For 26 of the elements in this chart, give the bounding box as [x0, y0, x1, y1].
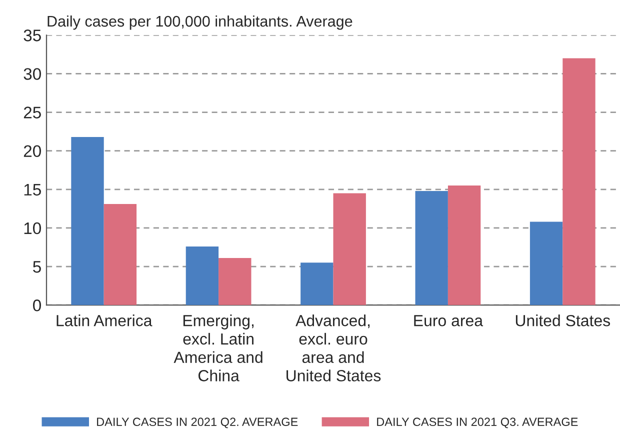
legend-label: DAILY CASES IN 2021 Q2. AVERAGE: [97, 418, 298, 428]
legend-label: DAILY CASES IN 2021 Q3. AVERAGE: [377, 418, 578, 428]
x-tick-label: Latin America: [56, 314, 152, 326]
bar: [300, 262, 334, 306]
y-tick-label: 15: [24, 184, 41, 196]
y-tick-label: 10: [24, 222, 41, 234]
bar: [562, 58, 596, 306]
bar: [333, 193, 366, 306]
x-tick-label: Advanced, excl. euro area and United States: [286, 314, 381, 382]
bar: [218, 258, 252, 306]
bar: [71, 136, 104, 306]
x-tick-label: Emerging, excl. Latin America and China: [174, 314, 262, 382]
y-tick-label: 0: [33, 300, 41, 312]
x-tick-label: United States: [516, 314, 610, 326]
y-tick-label: 35: [24, 30, 41, 42]
bar: [415, 190, 448, 306]
y-tick-label: 30: [24, 68, 41, 80]
y-axis-title: Daily cases per 100,000 inhabitants. Average: [48, 15, 352, 30]
x-tick-label: Euro area: [414, 315, 484, 326]
y-tick-label: 5: [33, 261, 41, 273]
bar: [104, 204, 137, 306]
y-tick-label: 25: [24, 106, 41, 118]
bar: [186, 246, 219, 306]
bar: [530, 222, 563, 306]
y-tick-label: 20: [24, 145, 41, 158]
bar: [448, 186, 481, 306]
